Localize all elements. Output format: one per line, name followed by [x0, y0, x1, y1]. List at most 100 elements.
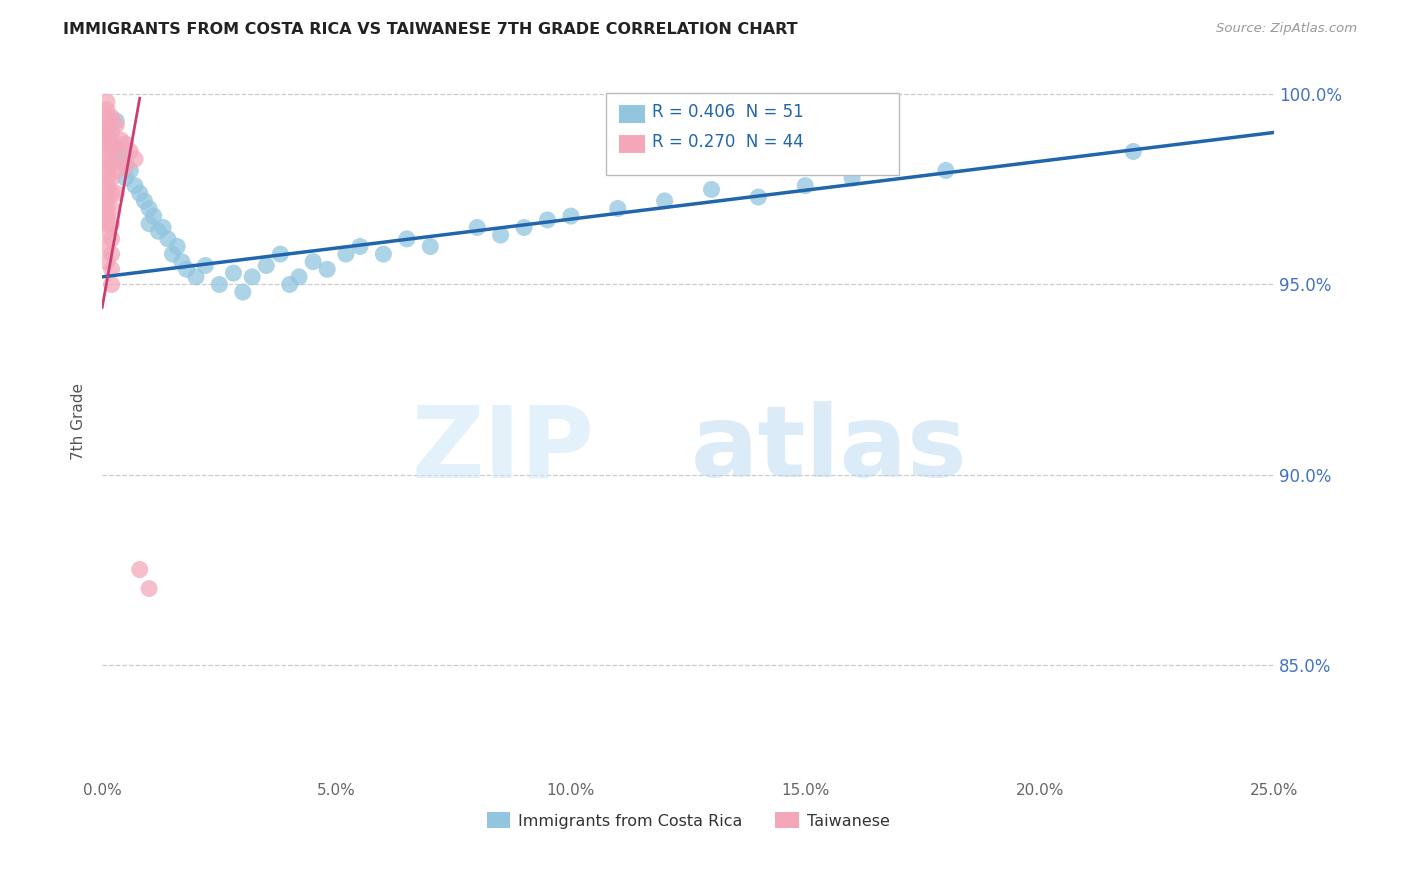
Point [152, 220, 174, 235]
Point [100, 247, 122, 261]
Point [96, 110, 118, 124]
Point [100, 202, 122, 216]
Point [96, 224, 118, 238]
Point [254, 259, 277, 273]
Point [100, 110, 122, 124]
Y-axis label: 7th Grade: 7th Grade [72, 383, 86, 459]
Point [240, 269, 263, 284]
Point [278, 277, 301, 292]
Point [560, 209, 582, 223]
Point [105, 141, 128, 155]
Text: atlas: atlas [690, 401, 967, 499]
Point [96, 202, 118, 216]
Text: R = 0.270  N = 44: R = 0.270 N = 44 [652, 133, 803, 151]
Point [105, 163, 128, 178]
Point [513, 220, 536, 235]
Point [128, 562, 150, 576]
Point [166, 239, 188, 253]
FancyBboxPatch shape [606, 93, 898, 175]
Point [100, 217, 122, 231]
Point [96, 103, 118, 117]
Point [105, 141, 128, 155]
Point [489, 228, 512, 243]
Point [747, 190, 769, 204]
Point [269, 247, 291, 261]
Point [96, 126, 118, 140]
Point [110, 156, 132, 170]
Point [138, 217, 160, 231]
Point [114, 156, 136, 170]
Point [419, 239, 441, 253]
Text: R = 0.406  N = 51: R = 0.406 N = 51 [652, 103, 803, 121]
Point [302, 254, 325, 268]
Point [316, 262, 339, 277]
Point [105, 186, 128, 201]
Point [148, 224, 170, 238]
Point [128, 186, 150, 201]
Point [96, 163, 118, 178]
Point [794, 178, 817, 193]
Point [841, 171, 863, 186]
Point [120, 163, 142, 178]
Point [100, 171, 122, 186]
Point [124, 152, 146, 166]
Point [373, 247, 395, 261]
Point [142, 209, 165, 223]
Point [96, 95, 118, 109]
Text: Source: ZipAtlas.com: Source: ZipAtlas.com [1216, 22, 1357, 36]
Point [138, 202, 160, 216]
Point [96, 254, 118, 268]
Point [96, 217, 118, 231]
Point [96, 239, 118, 253]
Point [100, 232, 122, 246]
Point [700, 182, 723, 196]
Point [100, 277, 122, 292]
Point [134, 194, 156, 208]
Point [96, 148, 118, 162]
Point [96, 171, 118, 186]
Point [96, 141, 118, 155]
Point [96, 126, 118, 140]
Point [124, 178, 146, 193]
Point [100, 126, 122, 140]
Point [184, 269, 207, 284]
Point [114, 171, 136, 186]
Point [395, 232, 418, 246]
Text: IMMIGRANTS FROM COSTA RICA VS TAIWANESE 7TH GRADE CORRELATION CHART: IMMIGRANTS FROM COSTA RICA VS TAIWANESE … [63, 22, 797, 37]
Point [96, 186, 118, 201]
Point [100, 133, 122, 147]
Point [654, 194, 676, 208]
Point [114, 136, 136, 151]
Point [114, 160, 136, 174]
Point [194, 259, 217, 273]
Point [96, 118, 118, 132]
Text: ZIP: ZIP [412, 401, 595, 499]
Point [96, 178, 118, 193]
Point [100, 141, 122, 155]
Point [138, 582, 160, 596]
Point [536, 213, 558, 227]
Point [176, 262, 198, 277]
Bar [619, 104, 645, 123]
Point [105, 118, 128, 132]
Legend: Immigrants from Costa Rica, Taiwanese: Immigrants from Costa Rica, Taiwanese [479, 805, 896, 835]
Point [156, 232, 179, 246]
Point [335, 247, 357, 261]
Point [162, 247, 184, 261]
Point [96, 156, 118, 170]
Point [208, 277, 231, 292]
Point [288, 269, 311, 284]
Point [222, 266, 245, 280]
Point [96, 194, 118, 208]
Point [100, 156, 122, 170]
Point [349, 239, 371, 253]
Point [232, 285, 254, 299]
Point [100, 186, 122, 201]
Point [110, 148, 132, 162]
Point [465, 220, 488, 235]
Point [935, 163, 957, 178]
Point [1122, 145, 1144, 159]
Bar [619, 135, 645, 153]
Point [170, 254, 193, 268]
Point [96, 133, 118, 147]
